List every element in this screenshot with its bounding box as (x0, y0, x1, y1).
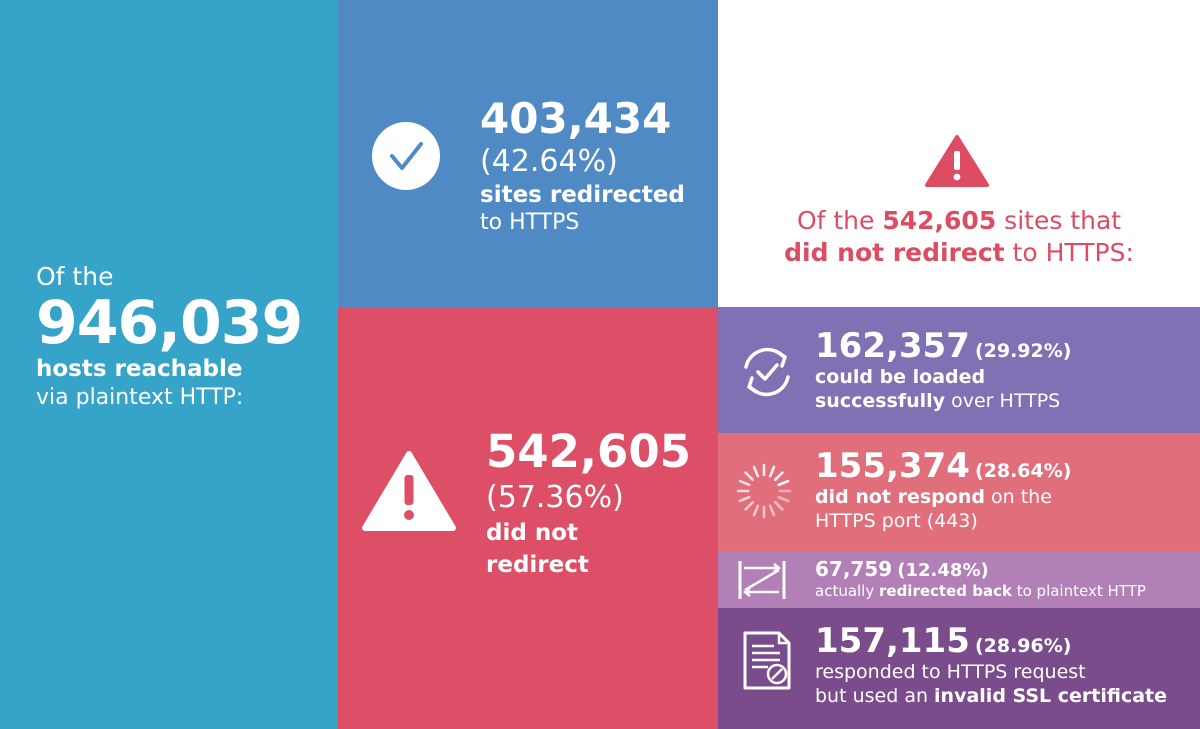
not-redirected-heading-panel: Of the 542,605 sites that did not redire… (718, 0, 1200, 307)
invalid-cert-text: 157,115 (28.96%) responded to HTTPS requ… (815, 622, 1167, 708)
total-hosts-count: 946,039 (36, 288, 303, 358)
warning-icon (924, 134, 990, 192)
redirected-back-pre: actually (815, 582, 879, 600)
total-hosts-panel: Of the 946,039 hosts reachable via plain… (0, 0, 338, 729)
invalid-cert-pre: but used an (815, 685, 935, 707)
spinner-tick (744, 501, 754, 511)
invalid-cert-label: responded to HTTPS request (815, 661, 1086, 683)
redirected-back-count: 67,759 (815, 557, 893, 581)
spinner-tick (752, 465, 760, 478)
heading-count: 542,605 (882, 206, 997, 235)
redirect-loop-icon (736, 558, 788, 606)
no-response-percent: (28.64%) (974, 460, 1072, 482)
total-hosts-label: hosts reachable (36, 356, 243, 382)
loaded-https-row: 162,357 (29.92%) could be loaded success… (718, 307, 1200, 433)
spinner-tick (777, 479, 790, 487)
loaded-rest: over HTTPS (945, 390, 1061, 412)
no-response-count: 155,374 (815, 446, 970, 486)
redirected-label: sites redirected (480, 182, 685, 208)
loaded-bold: successfully (815, 390, 946, 412)
total-hosts-text: Of the 946,039 hosts reachable via plain… (36, 262, 303, 412)
not-redirected-sublabel: redirect (486, 552, 589, 578)
redirected-back-row: 67,759 (12.48%) actually redirected back… (718, 551, 1200, 608)
invalid-cert-row: 157,115 (28.96%) responded to HTTPS requ… (718, 608, 1200, 729)
heading-pre: Of the (796, 206, 883, 235)
loaded-label: could be loaded (815, 366, 986, 388)
spinner-tick (738, 479, 751, 487)
redirected-back-bold: redirected back (879, 582, 1012, 600)
total-hosts-sublabel: via plaintext HTTP: (36, 385, 244, 410)
spinner-tick (768, 465, 776, 478)
not-redirected-heading: Of the 542,605 sites that did not redire… (718, 205, 1200, 269)
redirected-count: 403,434 (480, 94, 672, 143)
no-response-sublabel: HTTPS port (443) (815, 510, 978, 532)
redirected-percent: (42.64%) (480, 144, 618, 179)
not-redirected-percent: (57.36%) (486, 480, 624, 515)
heading-mid: sites that (996, 206, 1122, 235)
no-response-bold: did not respond (815, 486, 985, 508)
spinner-tick (752, 504, 760, 517)
spinner-tick (738, 495, 751, 503)
redirected-back-percent: (12.48%) (897, 560, 989, 581)
spinner-tick (774, 501, 784, 511)
redirected-panel: 403,434 (42.64%) sites redirected to HTT… (338, 0, 718, 307)
warning-icon (360, 449, 458, 537)
invalid-cert-bold: invalid SSL certificate (934, 685, 1168, 707)
loaded-text: 162,357 (29.92%) could be loaded success… (815, 327, 1071, 413)
redirected-sublabel: to HTTPS (480, 210, 580, 235)
spinner-tick (768, 504, 776, 517)
loaded-count: 162,357 (815, 326, 970, 366)
invalid-cert-percent: (28.96%) (974, 635, 1072, 657)
not-redirected-panel: 542,605 (57.36%) did not redirect (338, 307, 718, 729)
spinner-tick (774, 471, 784, 481)
not-redirected-text: 542,605 (57.36%) did not redirect (486, 425, 691, 581)
certificate-icon (742, 630, 794, 696)
redirected-back-post: to plaintext HTTP (1011, 582, 1146, 600)
heading-post: to HTTPS: (1004, 238, 1134, 267)
total-intro: Of the (36, 262, 114, 291)
no-response-text: 155,374 (28.64%) did not respond on the … (815, 447, 1071, 533)
loading-spinner-icon (736, 463, 792, 523)
spinner-tick (744, 471, 754, 481)
spinner-tick (777, 495, 790, 503)
not-redirected-label: did not (486, 520, 578, 546)
heading-bold: did not redirect (784, 238, 1005, 267)
redirected-back-text: 67,759 (12.48%) actually redirected back… (815, 557, 1146, 601)
redirected-text: 403,434 (42.64%) sites redirected to HTT… (480, 95, 685, 237)
not-redirected-count: 542,605 (486, 425, 691, 478)
no-response-rest: on the (984, 486, 1052, 508)
refresh-check-icon (736, 341, 798, 407)
invalid-cert-count: 157,115 (815, 621, 970, 661)
no-response-row: 155,374 (28.64%) did not respond on the … (718, 433, 1200, 551)
loaded-percent: (29.92%) (974, 340, 1072, 362)
check-circle-icon (370, 120, 442, 196)
